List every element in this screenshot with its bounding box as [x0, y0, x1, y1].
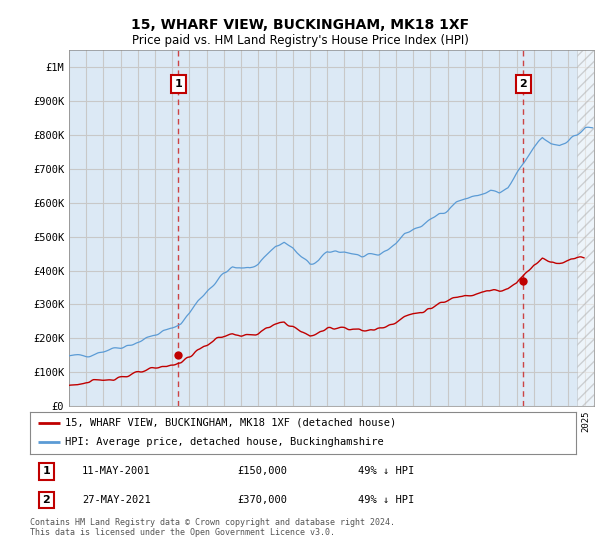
Text: Contains HM Land Registry data © Crown copyright and database right 2024.
This d: Contains HM Land Registry data © Crown c… — [30, 518, 395, 538]
Text: £370,000: £370,000 — [238, 495, 287, 505]
Bar — [577, 50, 594, 406]
Text: 49% ↓ HPI: 49% ↓ HPI — [358, 495, 414, 505]
Text: 27-MAY-2021: 27-MAY-2021 — [82, 495, 151, 505]
Text: £150,000: £150,000 — [238, 466, 287, 477]
Text: HPI: Average price, detached house, Buckinghamshire: HPI: Average price, detached house, Buck… — [65, 437, 384, 447]
Text: 2: 2 — [43, 495, 50, 505]
Text: 1: 1 — [43, 466, 50, 477]
Text: 49% ↓ HPI: 49% ↓ HPI — [358, 466, 414, 477]
Text: 11-MAY-2001: 11-MAY-2001 — [82, 466, 151, 477]
Text: 15, WHARF VIEW, BUCKINGHAM, MK18 1XF (detached house): 15, WHARF VIEW, BUCKINGHAM, MK18 1XF (de… — [65, 418, 397, 428]
Text: 2: 2 — [520, 80, 527, 89]
Text: 1: 1 — [175, 80, 182, 89]
Text: Price paid vs. HM Land Registry's House Price Index (HPI): Price paid vs. HM Land Registry's House … — [131, 34, 469, 47]
Text: 15, WHARF VIEW, BUCKINGHAM, MK18 1XF: 15, WHARF VIEW, BUCKINGHAM, MK18 1XF — [131, 18, 469, 32]
